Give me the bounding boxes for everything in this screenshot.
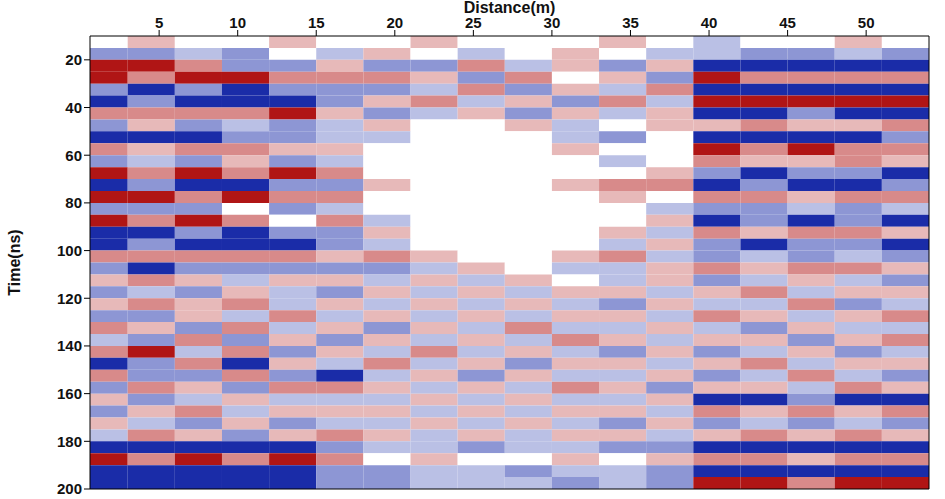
svg-text:Distance(m): Distance(m) [464, 0, 556, 16]
svg-text:40: 40 [65, 99, 82, 116]
svg-text:60: 60 [65, 147, 82, 164]
svg-text:180: 180 [57, 433, 82, 450]
svg-text:5: 5 [155, 14, 163, 31]
svg-text:20: 20 [65, 51, 82, 68]
svg-text:80: 80 [65, 194, 82, 211]
svg-text:100: 100 [57, 242, 82, 259]
svg-text:30: 30 [544, 14, 561, 31]
svg-text:40: 40 [701, 14, 718, 31]
svg-text:45: 45 [779, 14, 796, 31]
svg-text:160: 160 [57, 385, 82, 402]
svg-text:20: 20 [386, 14, 403, 31]
svg-text:200: 200 [57, 480, 82, 497]
svg-text:35: 35 [622, 14, 639, 31]
svg-text:10: 10 [229, 14, 246, 31]
svg-text:140: 140 [57, 337, 82, 354]
svg-text:120: 120 [57, 290, 82, 307]
svg-text:25: 25 [465, 14, 482, 31]
svg-text:15: 15 [308, 14, 325, 31]
svg-text:50: 50 [858, 14, 875, 31]
svg-text:Time(ns): Time(ns) [6, 229, 23, 295]
